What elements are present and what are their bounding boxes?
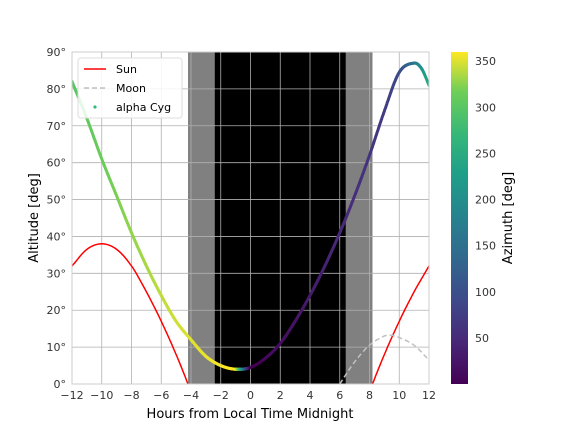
legend-alpha-cyg-label: alpha Cyg (116, 101, 171, 114)
x-tick-label: 4 (307, 389, 314, 402)
y-tick-label: 10° (47, 341, 67, 354)
y-tick-label: 50° (47, 194, 67, 207)
y-tick-label: 40° (47, 230, 67, 243)
y-tick-label: 90° (47, 46, 67, 59)
y-tick-labels: 0° 10° 20° 30° 40° 50° 60° 70° 80° 90° (47, 46, 67, 391)
x-tick-label: 6 (336, 389, 343, 402)
x-tick-label: −2 (213, 389, 229, 402)
y-tick-label: 30° (47, 267, 67, 280)
x-tick-label: 10 (392, 389, 406, 402)
colorbar-tick-label: 250 (475, 147, 496, 160)
colorbar-tick-label: 50 (475, 332, 489, 345)
sun-line (72, 243, 189, 384)
moon-line (339, 334, 429, 384)
x-tick-label: 12 (422, 389, 436, 402)
legend-box (77, 57, 183, 119)
sun-line (371, 265, 429, 384)
y-tick-label: 60° (47, 157, 67, 170)
data-series (72, 61, 429, 384)
y-tick-label: 20° (47, 304, 67, 317)
legend-sun-label: Sun (116, 63, 137, 76)
colorbar-tick-label: 200 (475, 194, 496, 207)
legend-alpha-cyg-swatch (93, 105, 97, 109)
x-tick-label: −6 (153, 389, 169, 402)
colorbar: 50 100 150 200 250 300 350 Azimuth [deg] (451, 52, 516, 384)
plot-frame (71, 51, 430, 385)
x-tick-label: −12 (60, 389, 83, 402)
y-tick-label: 80° (47, 83, 67, 96)
x-tick-labels: −12 −10 −8 −6 −4 −2 0 2 4 6 8 10 12 (60, 389, 436, 402)
colorbar-ticks: 50 100 150 200 250 300 350 (475, 55, 496, 345)
x-tick-label: −10 (90, 389, 113, 402)
colorbar-tick-label: 350 (475, 55, 496, 68)
y-axis-label: Altitude [deg] (27, 173, 42, 263)
legend: Sun Moon alpha Cyg (77, 57, 183, 119)
x-tick-label: 8 (366, 389, 373, 402)
x-tick-label: −4 (183, 389, 199, 402)
x-tick-label: 2 (277, 389, 284, 402)
y-tick-label: 70° (47, 120, 67, 133)
colorbar-tick-label: 300 (475, 101, 496, 114)
x-tick-label: −8 (123, 389, 139, 402)
x-tick-label: 0 (247, 389, 254, 402)
colorbar-tick-label: 150 (475, 240, 496, 253)
legend-moon-label: Moon (116, 82, 146, 95)
colorbar-gradient (451, 52, 468, 384)
x-axis-label: Hours from Local Time Midnight (147, 407, 354, 422)
y-tick-label: 0° (54, 378, 67, 391)
colorbar-tick-label: 100 (475, 286, 496, 299)
colorbar-label: Azimuth [deg] (501, 172, 516, 264)
